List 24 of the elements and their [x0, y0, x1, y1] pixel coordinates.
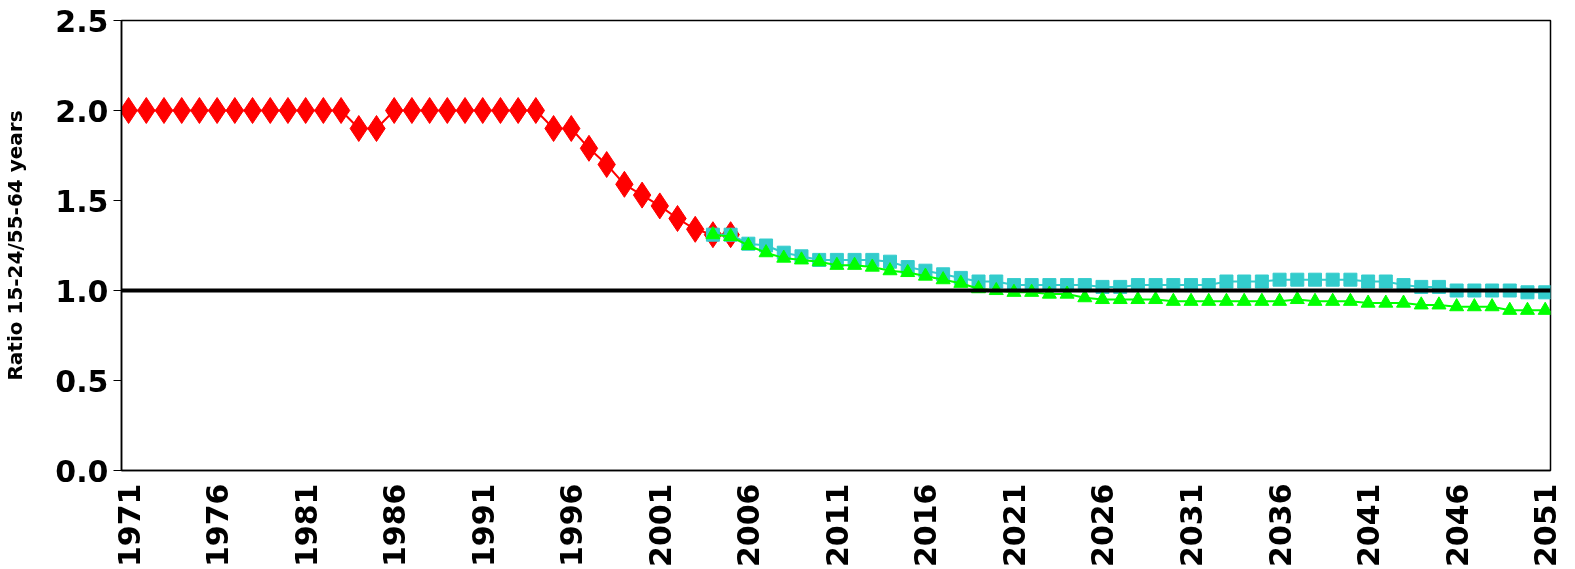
x-tick-label: 1971	[111, 483, 147, 567]
y-tick-label: 0.5	[55, 363, 109, 399]
x-tick-label: 2046	[1439, 483, 1475, 567]
x-tick-label: 1976	[200, 483, 236, 567]
x-tick-label: 2026	[1085, 483, 1121, 567]
x-tick-label: 2041	[1351, 483, 1387, 567]
x-tick-label: 1996	[554, 483, 590, 567]
x-tick-label: 2036	[1262, 483, 1298, 567]
y-tick-label: 1.0	[55, 273, 109, 309]
x-tick-label: 2031	[1174, 483, 1210, 567]
y-tick-label: 2.0	[55, 93, 109, 129]
y-tick-label: 0.0	[55, 453, 109, 489]
x-tick-label: 2006	[731, 483, 767, 567]
x-tick-label: 2001	[642, 483, 678, 567]
x-tick-label: 1981	[288, 483, 324, 567]
x-tick-label: 2021	[996, 483, 1032, 567]
x-tick-label: 2051	[1528, 483, 1564, 567]
x-tick-label: 2011	[819, 483, 855, 567]
y-tick-label: 1.5	[55, 183, 109, 219]
x-tick-label: 2016	[908, 483, 944, 567]
x-tick-label: 1991	[465, 483, 501, 567]
x-tick-label: 1986	[377, 483, 413, 567]
y-axis-title: Ratio 15-24/55-64 years	[3, 110, 28, 381]
y-tick-label: 2.5	[55, 3, 109, 39]
